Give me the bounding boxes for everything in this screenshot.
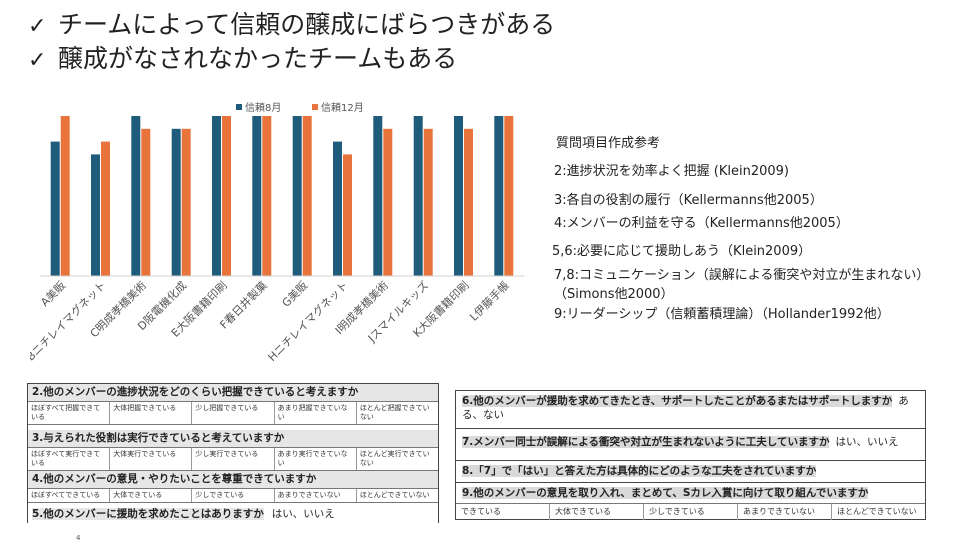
x-tick-label: A美販 <box>38 279 68 309</box>
legend-swatch <box>312 104 318 110</box>
option-cell: 少し実行できている <box>192 448 275 470</box>
bar-dec-5 <box>262 116 272 276</box>
option-cell: ほぼすべて把握できている <box>28 402 111 424</box>
question-5-answer: はい、いいえ <box>271 508 335 520</box>
headline-2: ✓ 醸成がなされなかったチームもある <box>28 44 457 76</box>
bar-aug-9 <box>413 116 423 276</box>
option-cell: 大体実行できている <box>110 448 193 470</box>
question-3-text: 3.与えられた役割は実行できていると考えていますか <box>28 430 438 448</box>
bar-aug-3 <box>171 128 181 276</box>
headline-1-text: チームによって信頼の醸成にばらつきがある <box>58 10 556 39</box>
question-2-options: ほぼすべて把握できている 大体把握できている 少し把握できている あまり把握でき… <box>28 402 438 425</box>
option-cell: 少しできている <box>192 489 275 502</box>
question-9: 9.他のメンバーの意見を取り入れ、まとめて、Sカレ入賞に向けて取り組んでいますか <box>456 483 925 504</box>
option-cell: ほとんど把握できていない <box>359 404 430 421</box>
question-8-text: 8.「7」で「はい」と答えた方は具体的にどのような工夫をされていますか <box>462 465 817 477</box>
option-cell: 大体できている <box>550 504 644 520</box>
bar-aug-11 <box>494 116 504 276</box>
question-3: 3.与えられた役割は実行できていると考えていますか ほぼすべて実行できている 大… <box>28 430 438 471</box>
question-6-text: 6.他のメンバーが援助を求めてきたとき、サポートしたことがあるまたはサポートしま… <box>462 395 893 407</box>
option-cell: 大体把握できている <box>110 402 193 424</box>
bar-dec-10 <box>464 128 473 276</box>
bar-dec-0 <box>60 116 70 276</box>
bar-aug-6 <box>292 116 302 276</box>
bar-dec-3 <box>181 128 191 276</box>
headline-2-text: 醸成がなされなかったチームもある <box>58 44 458 73</box>
page-number: 4 <box>76 534 81 542</box>
option-cell: ほぼすべてできている <box>28 489 111 502</box>
reference-item: 2:進捗状況を効率よく把握 (Klein2009) <box>554 164 789 179</box>
bar-aug-4 <box>212 116 221 276</box>
question-6-answer: ある、ない <box>462 395 909 421</box>
x-tick-label: G美販 <box>280 279 311 310</box>
option-cell: ほぼすべて実行できている <box>28 448 111 470</box>
option-cell: あまりできていない <box>275 489 357 502</box>
bar-aug-5 <box>252 116 262 276</box>
chart-legend: 信頼8月 信頼12月 <box>236 102 364 114</box>
reference-item: 7,8:コミュニケーション（誤解による衝突や対立が生まれない）（Simons他2… <box>554 268 930 302</box>
question-7: 7.メンバー同士が誤解による衝突や対立が生まれないように工夫していますか はい、い… <box>456 429 925 461</box>
question-9-text: 9.他のメンバーの意見を取り入れ、まとめて、Sカレ入賞に向けて取り組んでいますか <box>462 487 869 499</box>
legend-label: 信頼8月 <box>245 102 281 114</box>
option-cell: できている <box>456 504 550 520</box>
option-cell: ほとんど実行できていない <box>359 450 430 467</box>
bar-aug-1 <box>91 154 100 276</box>
checkmark-icon: ✓ <box>28 48 47 73</box>
option-cell: あまり把握できていない <box>275 402 357 424</box>
bar-dec-7 <box>343 154 352 276</box>
question-8: 8.「7」で「はい」と答えた方は具体的にどのような工夫をされていますか <box>456 461 925 483</box>
bar-dec-2 <box>141 128 151 276</box>
question-4-options: ほぼすべてできている 大体できている 少しできている あまりできていない ほとん… <box>28 489 438 503</box>
option-cell: ほとんどできていない <box>837 507 917 516</box>
question-2: 2.他のメンバーの進捗状況をどのくらい把握できていると考えますか ほぼすべて把握… <box>28 384 438 425</box>
reference-item: 9:リーダーシップ（信頼蓄積理論）（Hollander1992他） <box>554 307 890 322</box>
bar-dec-6 <box>302 116 312 276</box>
option-cell: あまり実行できていない <box>275 448 357 470</box>
bar-aug-8 <box>373 116 383 276</box>
question-9-options: できている 大体できている 少しできている あまりできていない ほとんどできてい… <box>456 504 925 520</box>
question-5-text: 5.他のメンバーに援助を求めたことはありますか <box>32 508 264 520</box>
question-2-text: 2.他のメンバーの進捗状況をどのくらい把握できていると考えますか <box>28 384 438 402</box>
x-tick-label: Hニチレイマグネット <box>265 278 351 364</box>
bar-aug-10 <box>454 116 463 276</box>
bar-dec-8 <box>383 128 393 276</box>
option-cell: 大体できている <box>110 489 193 502</box>
headline-1: ✓ チームによって信頼の醸成にばらつきがある <box>28 10 555 42</box>
bar-aug-2 <box>131 116 141 276</box>
bar-dec-4 <box>222 116 231 276</box>
bar-dec-11 <box>504 116 514 276</box>
option-cell: ほとんどできていない <box>359 491 430 499</box>
question-4-text: 4.他のメンバーの意見・やりたいことを尊重できていますか <box>28 471 438 489</box>
question-5-row: 5.他のメンバーに援助を求めたことはありますか はい、いいえ <box>28 505 438 523</box>
bar-aug-7 <box>333 141 342 276</box>
question-3-options: ほぼすべて実行できている 大体実行できている 少し実行できている あまり実行でき… <box>28 448 438 471</box>
bar-dec-9 <box>423 128 433 276</box>
legend-label: 信頼12月 <box>321 102 364 114</box>
question-7-text: 7.メンバー同士が誤解による衝突や対立が生まれないように工夫していますか <box>462 436 830 448</box>
bar-dec-1 <box>101 141 110 276</box>
question-6: 6.他のメンバーが援助を求めてきたとき、サポートしたことがあるまたはサポートしま… <box>456 391 925 429</box>
trust-bar-chart: 信頼8月 信頼12月 A美販BニチレイマグネットC明成孝橋美術D阪電機化成E大阪書… <box>30 102 524 364</box>
checkmark-icon: ✓ <box>28 14 47 39</box>
option-cell: 少し把握できている <box>192 402 275 424</box>
reference-item: 4:メンバーの利益を守る（Kellermanns他2005） <box>554 216 849 231</box>
bar-aug-0 <box>50 141 60 276</box>
question-7-answer: はい、いいえ <box>835 436 899 448</box>
legend-swatch <box>236 104 242 110</box>
questionnaire-left: 2.他のメンバーの進捗状況をどのくらい把握できていると考えますか ほぼすべて把握… <box>27 383 439 523</box>
reference-item: 5,6:必要に応じて援助しあう（Klein2009） <box>552 244 812 259</box>
references-title: 質問項目作成参考 <box>556 136 661 151</box>
option-cell: あまりできていない <box>738 504 832 520</box>
questionnaire-right: 6.他のメンバーが援助を求めてきたとき、サポートしたことがあるまたはサポートしま… <box>455 390 926 520</box>
question-4: 4.他のメンバーの意見・やりたいことを尊重できていますか ほぼすべてできている … <box>28 471 438 503</box>
option-cell: 少しできている <box>644 504 738 520</box>
reference-item: 3:各自の役割の履行（Kellermanns他2005） <box>554 193 823 208</box>
chart-bars <box>50 116 514 276</box>
x-tick-label: L伊藤手帳 <box>467 278 512 323</box>
question-5: 5.他のメンバーに援助を求めたことはありますか はい、いいえ <box>28 505 438 523</box>
